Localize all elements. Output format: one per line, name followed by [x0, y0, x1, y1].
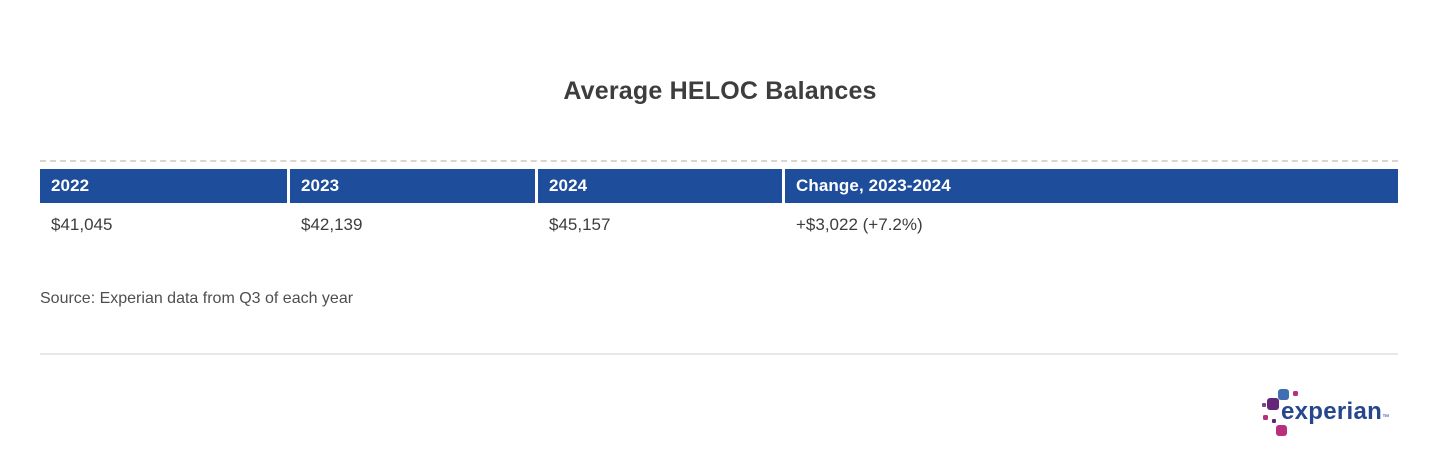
experian-mark-icon: [1260, 386, 1300, 440]
experian-wordmark: experian™: [1281, 398, 1389, 426]
table-top-dashed-line: [40, 160, 1398, 162]
column-header-2024: 2024: [538, 169, 782, 203]
cell-balance-2022: $41,045: [40, 203, 287, 247]
horizontal-divider: [40, 353, 1398, 355]
column-header-2022: 2022: [40, 169, 287, 203]
column-header-change: Change, 2023-2024: [785, 169, 1398, 203]
heloc-balances-table: 2022 2023 2024 Change, 2023-2024 $41,045…: [40, 169, 1398, 247]
logo-dot-purple-bottom: [1272, 419, 1276, 423]
cell-balance-2023: $42,139: [290, 203, 535, 247]
cell-change-2023-2024: +$3,022 (+7.2%): [785, 203, 1398, 247]
logo-square-purple: [1267, 398, 1279, 410]
logo-dot-magenta-bottom: [1263, 415, 1268, 420]
table-header-row: 2022 2023 2024 Change, 2023-2024: [40, 169, 1398, 203]
table-row: $41,045 $42,139 $45,157 +$3,022 (+7.2%): [40, 203, 1398, 247]
trademark-symbol: ™: [1382, 414, 1390, 421]
logo-dot-purple-left: [1262, 403, 1266, 407]
logo-square-blue: [1278, 389, 1289, 400]
cell-balance-2024: $45,157: [538, 203, 782, 247]
page-title: Average HELOC Balances: [563, 77, 877, 105]
source-note: Source: Experian data from Q3 of each ye…: [40, 290, 354, 307]
experian-logo: experian™: [1260, 386, 1410, 446]
column-header-2023: 2023: [290, 169, 535, 203]
logo-text: experian: [1281, 398, 1383, 425]
logo-dot-magenta-top: [1293, 391, 1298, 396]
logo-square-magenta: [1276, 425, 1287, 436]
